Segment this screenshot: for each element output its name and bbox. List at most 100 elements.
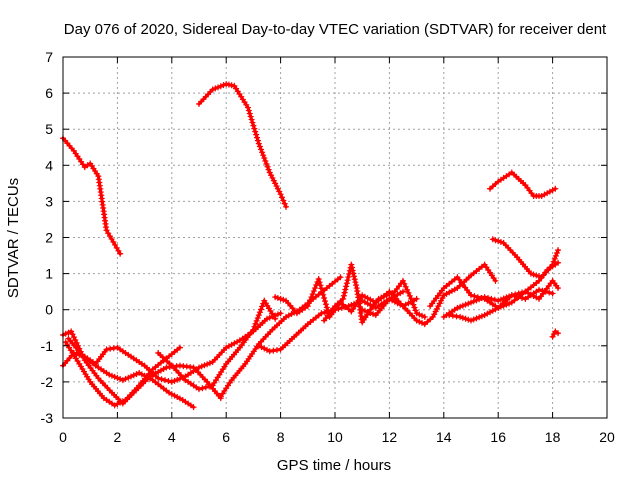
data-point	[280, 296, 287, 303]
data-point	[250, 326, 257, 333]
data-point	[270, 347, 277, 354]
x-tick-label: 20	[599, 429, 615, 445]
data-point	[446, 312, 453, 319]
data-point	[266, 314, 273, 321]
data-point	[497, 239, 504, 246]
data-point	[273, 347, 280, 354]
data-point	[264, 163, 271, 170]
data-point	[550, 258, 557, 265]
data-point	[408, 295, 415, 302]
x-tick-label: 10	[327, 429, 343, 445]
data-point	[470, 316, 477, 323]
x-tick-label: 12	[382, 429, 398, 445]
data-point	[432, 308, 439, 315]
data-point	[495, 238, 502, 245]
data-point	[457, 303, 464, 310]
data-point	[316, 279, 323, 286]
data-point	[500, 302, 507, 309]
data-point	[404, 286, 411, 293]
data-point	[341, 289, 348, 296]
data-point	[351, 273, 358, 280]
data-point	[125, 374, 132, 381]
data-point	[419, 319, 426, 326]
data-point	[380, 293, 387, 300]
x-axis-title: GPS time / hours	[277, 457, 391, 474]
data-point	[217, 83, 224, 90]
data-point	[264, 315, 270, 322]
y-tick-label: 7	[45, 49, 53, 65]
data-point	[495, 304, 502, 311]
data-point	[259, 303, 266, 310]
data-point	[259, 149, 266, 156]
data-point	[549, 290, 556, 297]
data-point	[459, 314, 466, 321]
grid	[63, 57, 607, 418]
data-point	[223, 81, 230, 88]
data-point	[471, 293, 478, 300]
data-point	[342, 286, 349, 293]
data-point	[503, 294, 510, 301]
data-point	[453, 313, 460, 320]
data-point	[274, 185, 281, 192]
data-point	[307, 297, 314, 304]
data-point	[492, 237, 499, 244]
data-point	[128, 373, 134, 380]
data-point	[264, 346, 270, 353]
data-point	[198, 363, 205, 370]
data-point	[495, 297, 502, 304]
data-point	[256, 143, 263, 150]
data-point	[199, 385, 206, 392]
data-point	[117, 376, 124, 383]
data-point	[459, 302, 466, 309]
data-point	[416, 318, 423, 325]
data-point	[252, 320, 259, 327]
data-point	[158, 376, 165, 383]
data-point	[364, 308, 371, 315]
data-point	[281, 200, 288, 207]
data-point	[252, 128, 259, 135]
series-arc-2	[196, 81, 290, 210]
data-point	[133, 371, 140, 378]
series-arc-9	[217, 274, 344, 400]
data-point	[209, 86, 216, 93]
data-point	[107, 345, 114, 352]
data-point	[248, 116, 255, 123]
data-point	[277, 310, 284, 317]
data-point	[350, 270, 357, 277]
data-point	[530, 271, 537, 278]
series-arc-6	[62, 339, 183, 409]
data-point	[106, 371, 113, 378]
data-point	[476, 314, 483, 321]
data-point	[378, 294, 385, 301]
data-point	[338, 304, 345, 311]
data-point	[70, 334, 77, 341]
data-point	[465, 316, 472, 323]
data-point	[269, 174, 276, 181]
data-point	[114, 401, 121, 408]
data-point	[254, 315, 261, 322]
data-point	[272, 180, 279, 187]
data-point	[552, 252, 559, 259]
data-point	[165, 377, 172, 384]
data-point	[389, 289, 396, 296]
data-point	[375, 295, 382, 302]
data-point	[174, 376, 181, 383]
data-point	[349, 267, 356, 274]
data-point	[402, 283, 409, 290]
data-point	[550, 331, 557, 338]
data-point	[468, 299, 474, 306]
data-point	[506, 300, 513, 307]
chart-title: Day 076 of 2020, Sidereal Day-to-day VTE…	[64, 21, 607, 38]
data-point	[108, 372, 115, 379]
data-point	[555, 247, 562, 254]
data-point	[527, 270, 534, 277]
data-point	[254, 137, 261, 144]
data-point	[320, 291, 327, 298]
x-tick-label: 6	[222, 429, 230, 445]
data-point	[111, 373, 118, 380]
x-tick-label: 16	[490, 429, 506, 445]
data-point	[405, 289, 412, 296]
data-point	[546, 289, 553, 296]
data-point	[212, 85, 219, 92]
